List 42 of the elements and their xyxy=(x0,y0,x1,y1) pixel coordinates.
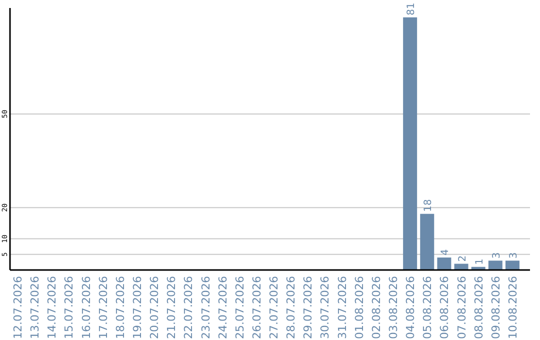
x-tick-label: 31.07.2026 xyxy=(336,276,349,339)
x-tick-label: 04.08.2026 xyxy=(404,276,418,339)
x-tick-label: 26.07.2026 xyxy=(250,276,264,339)
x-tick-label: 29.07.2026 xyxy=(302,276,315,339)
x-tick-label: 03.08.2026 xyxy=(387,276,400,339)
data-label: 1 xyxy=(474,258,486,265)
data-label: 3 xyxy=(491,252,502,259)
x-tick-label: 27.07.2026 xyxy=(268,276,281,339)
data-label: 18 xyxy=(423,199,434,212)
x-tick-label: 14.07.2026 xyxy=(46,276,59,339)
data-label: 81 xyxy=(406,2,418,16)
bar xyxy=(437,258,452,270)
data-label: 3 xyxy=(508,252,520,259)
x-tick-label: 24.07.2026 xyxy=(216,276,230,339)
x-tick-label: 16.07.2026 xyxy=(80,276,93,339)
x-tick-label: 13.07.2026 xyxy=(28,276,42,339)
x-tick-label: 17.07.2026 xyxy=(96,276,110,339)
x-tick-label: 05.08.2026 xyxy=(421,276,434,339)
data-label: 4 xyxy=(440,249,452,256)
x-tick-label: 25.07.2026 xyxy=(233,276,246,339)
x-tick-label: 08.08.2026 xyxy=(472,276,486,339)
x-tick-label: 02.08.2026 xyxy=(370,276,383,339)
x-tick-label: 12.07.2026 xyxy=(12,276,25,339)
bar xyxy=(488,260,502,270)
x-tick-label: 28.07.2026 xyxy=(284,276,298,339)
x-tick-label: 07.08.2026 xyxy=(455,276,468,339)
x-tick-label: 10.08.2026 xyxy=(506,276,520,339)
x-tick-label: 01.08.2026 xyxy=(352,276,366,339)
bar xyxy=(505,260,520,270)
data-label: 2 xyxy=(457,255,468,262)
x-tick-label: 09.08.2026 xyxy=(489,276,502,339)
x-tick-label: 06.08.2026 xyxy=(438,276,452,339)
x-tick-label: 19.07.2026 xyxy=(131,276,144,339)
x-tick-label: 20.07.2026 xyxy=(148,276,162,339)
x-tick-label: 30.07.2026 xyxy=(318,276,332,339)
x-tick-label: 18.07.2026 xyxy=(114,276,127,339)
bar xyxy=(403,17,418,270)
x-tick-label: 21.07.2026 xyxy=(165,276,178,339)
x-tick-label: 22.07.2026 xyxy=(182,276,196,339)
x-tick-label: 23.07.2026 xyxy=(199,276,212,339)
x-tick-label: 15.07.2026 xyxy=(62,276,76,339)
bar xyxy=(420,214,434,270)
